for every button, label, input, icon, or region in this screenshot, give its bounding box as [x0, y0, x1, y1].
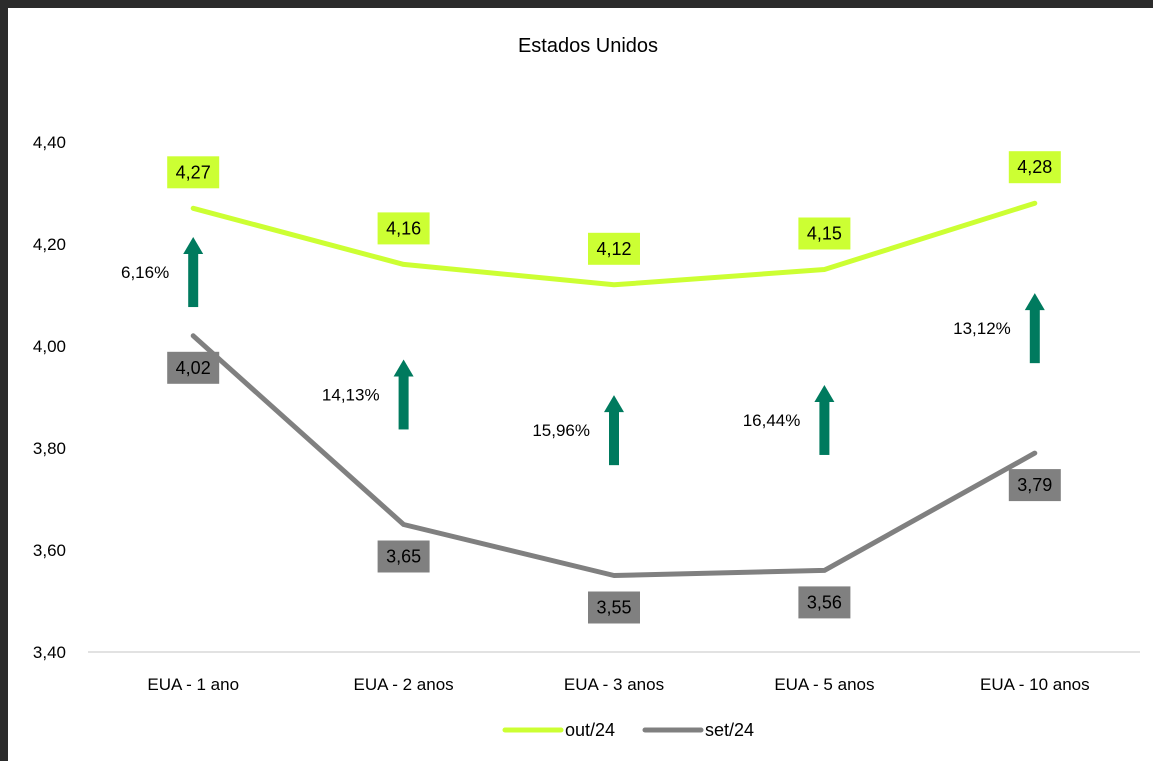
svg-text:4,12: 4,12 — [596, 239, 631, 259]
svg-text:3,79: 3,79 — [1017, 475, 1052, 495]
svg-text:4,02: 4,02 — [176, 358, 211, 378]
series-line-set24 — [190, 333, 1038, 578]
svg-text:3,65: 3,65 — [386, 547, 421, 567]
y-tick-label: 4,00 — [33, 337, 66, 356]
svg-text:4,15: 4,15 — [807, 224, 842, 244]
legend-item: set/24 — [642, 720, 754, 740]
y-tick-label: 3,60 — [33, 541, 66, 560]
change-label: 13,12% — [953, 319, 1011, 338]
y-tick-label: 4,40 — [33, 133, 66, 152]
x-axis: EUA - 1 ano EUA - 2 anos EUA - 3 anos EUA -… — [88, 651, 1140, 694]
line-chart: Estados Unidos 3,403,603,804,004,204,40 … — [33, 35, 1140, 740]
change-label: 16,44% — [743, 411, 801, 430]
y-tick-label: 3,40 — [33, 643, 66, 662]
svg-text:3,55: 3,55 — [596, 598, 631, 618]
series-line-out24 — [190, 200, 1038, 288]
chart-title: Estados Unidos — [518, 35, 658, 57]
x-tick-label: EUA - 3 anos — [564, 675, 664, 694]
svg-text:3,56: 3,56 — [807, 592, 842, 612]
chart-frame: Estados Unidos 3,40 3,60 3,80 4,00 4,20 4,40 … — [8, 8, 1153, 761]
data-label: 4,15 — [798, 217, 851, 250]
data-label: 3,56 — [798, 586, 851, 619]
data-label: 3,65 — [377, 540, 430, 573]
y-tick-label: 4,20 — [33, 235, 66, 254]
legend-label: set/24 — [705, 720, 754, 740]
data-labels: 4,27 4,16 4,12 4,15 4,28 4,02 3,65 3,55 3,56 3,79 — [167, 151, 1061, 624]
change-label: 6,16% — [121, 263, 169, 282]
x-tick-label: EUA - 1 ano — [147, 675, 239, 694]
svg-text:4,27: 4,27 — [176, 162, 211, 182]
series-lines — [190, 200, 1038, 578]
data-label: 4,28 — [1008, 151, 1061, 184]
y-tick-label: 3,80 — [33, 439, 66, 458]
change-arrow-icon — [393, 359, 414, 430]
x-tick-label: EUA - 5 anos — [774, 675, 874, 694]
y-axis: 3,40 3,60 3,80 4,00 4,20 4,40 — [33, 133, 66, 662]
data-label: 4,27 — [167, 156, 220, 189]
x-tick-label: EUA - 10 anos — [980, 675, 1090, 694]
data-label: 4,12 — [588, 232, 640, 265]
change-arrow-icon — [1024, 293, 1045, 364]
legend-label: out/24 — [565, 720, 615, 740]
change-label: 14,13% — [322, 385, 380, 404]
legend: out/24 set/24 — [502, 720, 754, 740]
data-label: 4,16 — [377, 212, 430, 245]
data-label: 4,02 — [167, 351, 220, 384]
data-label: 3,55 — [588, 591, 640, 624]
svg-text:4,16: 4,16 — [386, 218, 421, 238]
change-arrow-icon — [604, 395, 624, 466]
x-tick-label: EUA - 2 anos — [354, 675, 454, 694]
change-arrow-icon — [183, 237, 204, 308]
change-annotations: 6,16% 14,13% 15,96% 16,44% 13,12% — [121, 237, 1045, 466]
svg-text:4,28: 4,28 — [1017, 157, 1052, 177]
data-label: 3,79 — [1008, 469, 1061, 502]
legend-item: out/24 — [502, 720, 615, 740]
change-arrow-icon — [814, 384, 835, 455]
change-label: 15,96% — [532, 421, 590, 440]
